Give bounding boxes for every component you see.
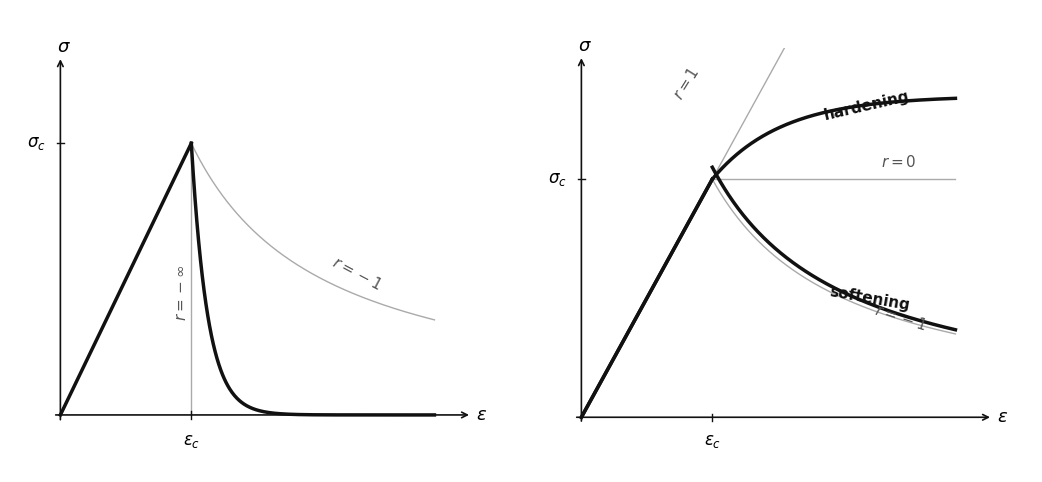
Text: $\varepsilon$: $\varepsilon$ (475, 406, 487, 424)
Text: $r=-1$: $r=-1$ (873, 301, 929, 333)
Text: $\sigma_c$: $\sigma_c$ (548, 170, 567, 188)
Text: $\sigma$: $\sigma$ (57, 39, 71, 56)
Text: $r=-\infty$: $r=-\infty$ (174, 264, 190, 321)
Text: $\varepsilon_c$: $\varepsilon_c$ (703, 432, 721, 450)
Text: $\sigma_c$: $\sigma_c$ (27, 134, 46, 152)
Text: $r=1$: $r=1$ (670, 65, 702, 103)
Text: $\sigma$: $\sigma$ (578, 37, 592, 55)
Text: $\varepsilon_c$: $\varepsilon_c$ (182, 432, 200, 450)
Text: $r=-1$: $r=-1$ (329, 254, 384, 294)
Text: $r=0$: $r=0$ (880, 155, 916, 171)
Text: softening: softening (827, 284, 911, 313)
Text: hardening: hardening (822, 88, 911, 122)
Text: $\varepsilon$: $\varepsilon$ (996, 408, 1008, 426)
